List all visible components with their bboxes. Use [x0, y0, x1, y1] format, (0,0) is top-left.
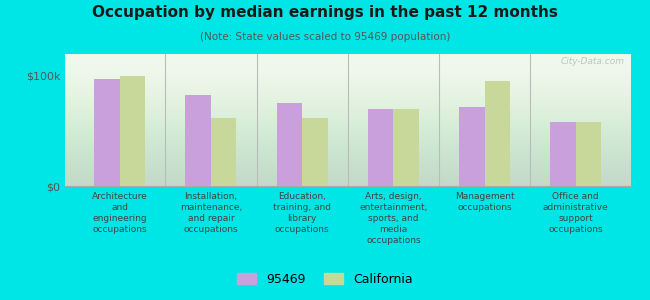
Text: City-Data.com: City-Data.com	[561, 57, 625, 66]
Bar	[576, 122, 601, 186]
Bar	[277, 103, 302, 186]
Bar	[459, 107, 484, 186]
Bar	[551, 122, 576, 186]
Text: (Note: State values scaled to 95469 population): (Note: State values scaled to 95469 popu…	[200, 32, 450, 41]
Bar	[368, 109, 393, 186]
Bar	[393, 109, 419, 186]
Bar	[185, 95, 211, 186]
Text: Occupation by median earnings in the past 12 months: Occupation by median earnings in the pas…	[92, 4, 558, 20]
Bar	[484, 82, 510, 186]
Bar	[211, 118, 237, 186]
Bar	[120, 76, 145, 186]
Legend: 95469, California: 95469, California	[232, 268, 418, 291]
Bar	[302, 118, 328, 186]
Bar	[94, 79, 120, 186]
